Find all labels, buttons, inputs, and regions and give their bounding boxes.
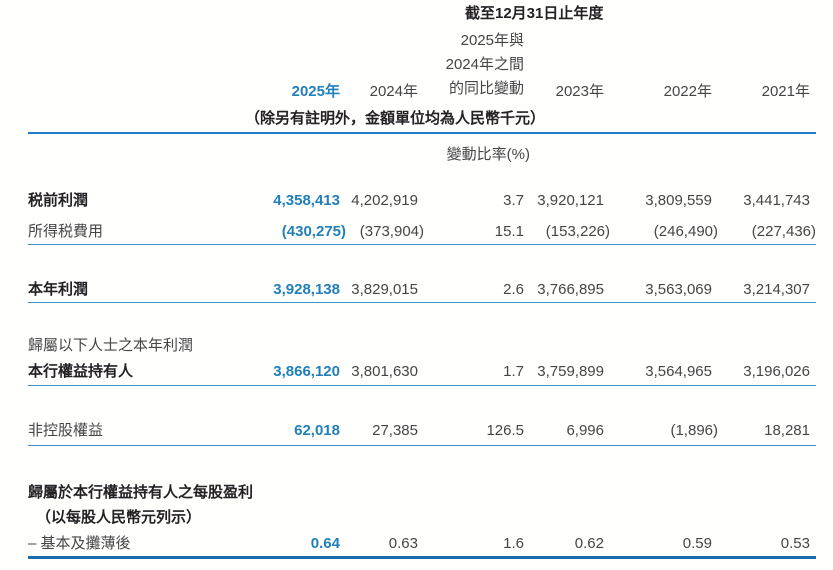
- value-cell: 6,996: [566, 422, 604, 439]
- value-cell: (430,275): [281, 223, 346, 240]
- value-cell: 0.64: [310, 535, 340, 552]
- value-cell: 3,214,307: [743, 281, 810, 298]
- column-header-row: 2025年 2024年 2025年與 2024年之間 的同比變動 2023年 2…: [28, 29, 816, 101]
- row-label: 歸屬於本行權益持有人之每股盈利: [28, 484, 254, 501]
- table-row: – 基本及攤薄後 0.64 0.63 1.6 0.62 0.59 0.53: [28, 535, 816, 553]
- value-cell: (227,436): [751, 223, 816, 240]
- value-cell: 4,202,919: [351, 192, 418, 209]
- value-cell: 0.53: [780, 535, 810, 552]
- value-cell: 4,358,413: [273, 192, 340, 209]
- col-header-2023: 2023年: [555, 83, 604, 100]
- value-cell: 0.63: [388, 535, 418, 552]
- col-header-change-line1: 2025年與: [460, 32, 524, 49]
- value-cell: (373,904): [359, 223, 424, 240]
- col-header-2025: 2025年: [291, 83, 340, 100]
- table-row: 本年利潤 3,928,138 3,829,015 2.6 3,766,895 3…: [28, 281, 816, 299]
- table-row: 所得税費用 (430,275) (373,904) 15.1 (153,226)…: [28, 223, 816, 241]
- table-row: 非控股權益 62,018 27,385 126.5 6,996 (1,896) …: [28, 422, 816, 440]
- group-non-controlling: 非控股權益 62,018 27,385 126.5 6,996 (1,896) …: [28, 422, 816, 446]
- value-cell: 3,920,121: [537, 192, 604, 209]
- table-caption: 截至12月31日止年度: [465, 5, 604, 22]
- value-cell: (153,226): [545, 223, 610, 240]
- value-cell: 3.7: [503, 192, 524, 209]
- value-cell: 1.7: [503, 363, 524, 380]
- value-cell: 0.59: [682, 535, 712, 552]
- row-label: 本年利潤: [28, 281, 89, 298]
- value-cell: 15.1: [494, 223, 524, 240]
- row-label: 税前利潤: [28, 192, 89, 209]
- value-cell: 3,928,138: [273, 281, 340, 298]
- col-header-change-line3: 的同比變動: [448, 80, 524, 97]
- table-header: 截至12月31日止年度 2025年 2024年 2025年與 2024年之間 的…: [28, 0, 816, 134]
- value-cell: 3,441,743: [743, 192, 810, 209]
- ratio-subheader-row: 變動比率(%): [28, 146, 816, 164]
- table-row: 税前利潤 4,358,413 4,202,919 3.7 3,920,121 3…: [28, 192, 816, 210]
- value-cell: 126.5: [486, 422, 524, 439]
- value-cell: 3,829,015: [351, 281, 418, 298]
- row-label: 所得税費用: [28, 223, 104, 240]
- table-row: 本行權益持有人 3,866,120 3,801,630 1.7 3,759,89…: [28, 363, 816, 381]
- row-label: （以每股人民幣元列示）: [36, 509, 202, 526]
- value-cell: 2.6: [503, 281, 524, 298]
- row-label: – 基本及攤薄後: [28, 535, 131, 552]
- group-attributable: 歸屬以下人士之本年利潤 本行權益持有人 3,866,120 3,801,630 …: [28, 337, 816, 386]
- col-header-change: 2025年與 2024年之間 的同比變動: [424, 29, 530, 101]
- col-header-change-line2: 2024年之間: [445, 56, 524, 73]
- value-cell: 3,866,120: [273, 363, 340, 380]
- unit-note: （除另有註明外，金額單位均為人民幣千元）: [245, 110, 546, 127]
- value-cell: 3,759,899: [537, 363, 604, 380]
- value-cell: 18,281: [764, 422, 810, 439]
- value-cell: (1,896): [670, 422, 718, 439]
- group-pretax: 税前利潤 4,358,413 4,202,919 3.7 3,920,121 3…: [28, 192, 816, 245]
- col-header-2024: 2024年: [369, 83, 418, 100]
- value-cell: 3,801,630: [351, 363, 418, 380]
- group-net-profit: 本年利潤 3,928,138 3,829,015 2.6 3,766,895 3…: [28, 281, 816, 303]
- value-cell: 0.62: [574, 535, 604, 552]
- table-row: 歸屬以下人士之本年利潤: [28, 337, 816, 355]
- value-cell: 62,018: [294, 422, 340, 439]
- col-header-2022: 2022年: [663, 83, 712, 100]
- value-cell: 3,766,895: [537, 281, 604, 298]
- row-label: 歸屬以下人士之本年利潤: [28, 337, 194, 354]
- value-cell: 3,196,026: [743, 363, 810, 380]
- value-cell: 3,564,965: [645, 363, 712, 380]
- value-cell: 3,809,559: [645, 192, 712, 209]
- value-cell: (246,490): [653, 223, 718, 240]
- col-header-2021: 2021年: [761, 83, 810, 100]
- row-label: 非控股權益: [28, 422, 104, 439]
- row-label: 本行權益持有人: [28, 363, 134, 380]
- value-cell: 27,385: [372, 422, 418, 439]
- value-cell: 1.6: [503, 535, 524, 552]
- table-row: （以每股人民幣元列示）: [28, 509, 816, 527]
- ratio-label: 變動比率(%): [446, 146, 530, 163]
- table-row: 歸屬於本行權益持有人之每股盈利: [28, 484, 816, 502]
- value-cell: 3,563,069: [645, 281, 712, 298]
- group-eps: 歸屬於本行權益持有人之每股盈利 （以每股人民幣元列示） – 基本及攤薄後 0.6…: [28, 484, 816, 559]
